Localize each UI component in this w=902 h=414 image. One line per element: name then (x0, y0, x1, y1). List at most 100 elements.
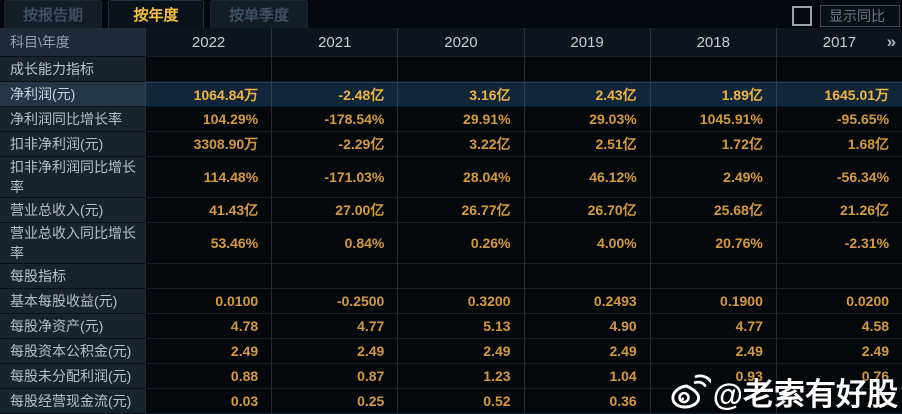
table-cell: -56.34% (775, 157, 902, 198)
table-cell: 0.52 (397, 389, 524, 414)
table-cell (523, 57, 650, 82)
row-label: 营业总收入(元) (0, 198, 145, 223)
table-cell: 2.49 (145, 339, 272, 364)
table-cell: 1.72亿 (649, 132, 776, 157)
table-cell: 0.2493 (523, 289, 650, 314)
row-label: 每股指标 (0, 264, 145, 289)
tab-report-period[interactable]: 按报告期 (4, 0, 103, 28)
table-cell: 2.49 (775, 339, 902, 364)
table-cell: 3.22亿 (397, 132, 524, 157)
row-label: 净利润同比增长率 (0, 107, 145, 132)
table-cell (775, 57, 902, 82)
table-row[interactable]: 每股未分配利润(元) 0.88 0.87 1.23 1.04 0.93 0.76 (0, 364, 902, 389)
year-header-2020: 2020 (397, 28, 524, 57)
row-label: 营业总收入同比增长率 (0, 223, 145, 264)
table-cell: 0.84% (271, 223, 398, 264)
table-row[interactable]: 每股净资产(元) 4.78 4.77 5.13 4.90 4.77 4.58 (0, 314, 902, 339)
table-cell: 114.48% (145, 157, 272, 198)
table-cell: 1.23 (397, 364, 524, 389)
table-cell (397, 57, 524, 82)
table-row[interactable]: 每股资本公积金(元) 2.49 2.49 2.49 2.49 2.49 2.49 (0, 339, 902, 364)
table-cell: 53.46% (145, 223, 272, 264)
row-label: 每股未分配利润(元) (0, 364, 145, 389)
table-cell: 26.77亿 (397, 198, 524, 223)
table-cell: 4.00% (523, 223, 650, 264)
table-cell (145, 264, 272, 289)
table-cell: 5.13 (397, 314, 524, 339)
show-yoy-checkbox[interactable] (792, 6, 812, 26)
table-cell: 27.00亿 (271, 198, 398, 223)
table-row[interactable]: 营业总收入(元) 41.43亿 27.00亿 26.77亿 26.70亿 25.68亿 21… (0, 198, 902, 223)
table-cell (397, 264, 524, 289)
table-cell (649, 57, 776, 82)
table-cell: 20.76% (649, 223, 776, 264)
table-row[interactable]: 净利润(元) 1064.84万 -2.48亿 3.16亿 2.43亿 1.89亿 1645.… (0, 82, 902, 107)
table-cell (145, 57, 272, 82)
table-row[interactable]: 基本每股收益(元) 0.0100 -0.2500 0.3200 0.2493 0.1900… (0, 289, 902, 314)
year-header-2019: 2019 (523, 28, 650, 57)
table-cell: 41.43亿 (145, 198, 272, 223)
table-cell: 0.03 (145, 389, 272, 414)
table-row[interactable]: 净利润同比增长率 104.29% -178.54% 29.91% 29.03% 1045.… (0, 107, 902, 132)
table-row[interactable]: 营业总收入同比增长率 53.46% 0.84% 0.26% 4.00% 20.76% -2.… (0, 223, 902, 264)
year-header-2021: 2021 (271, 28, 398, 57)
row-label: 基本每股收益(元) (0, 289, 145, 314)
table-row[interactable]: 每股经营现金流(元) 0.03 0.25 0.52 0.36 (0, 389, 902, 414)
table-cell: 29.91% (397, 107, 524, 132)
table-row[interactable]: 每股指标 (0, 264, 902, 289)
table-cell (271, 264, 398, 289)
table-cell (649, 389, 776, 414)
table-cell: 25.68亿 (649, 198, 776, 223)
table-cell: 2.49 (271, 339, 398, 364)
table-cell: 0.25 (271, 389, 398, 414)
year-header-2022: 2022 (145, 28, 272, 57)
row-label: 扣非净利润(元) (0, 132, 145, 157)
table-cell: -2.31% (775, 223, 902, 264)
table-cell: 0.0100 (145, 289, 272, 314)
table-row[interactable]: 扣非净利润(元) 3308.90万 -2.29亿 3.22亿 2.51亿 1.72亿 1.6… (0, 132, 902, 157)
more-columns-icon[interactable]: » (886, 32, 897, 51)
tab-single-quarter[interactable]: 按单季度 (210, 0, 309, 28)
table-cell: 1.68亿 (775, 132, 902, 157)
table-row[interactable]: 成长能力指标 (0, 57, 902, 82)
table-cell (649, 264, 776, 289)
table-cell: 1645.01万 (775, 82, 902, 107)
table-cell: 1.89亿 (649, 82, 776, 107)
table-cell: 2.49 (523, 339, 650, 364)
table-row[interactable]: 扣非净利润同比增长率 114.48% -171.03% 28.04% 46.12% 2.4… (0, 157, 902, 198)
table-cell: 0.76 (775, 364, 902, 389)
table-cell: 2.43亿 (523, 82, 650, 107)
table-cell: 2.51亿 (523, 132, 650, 157)
table-header-row: 科目\年度 2022 2021 2020 2019 2018 2017 » (0, 28, 902, 57)
table-cell: -171.03% (271, 157, 398, 198)
period-tabbar: 按报告期 按年度 按单季度 显示同比 (0, 0, 902, 28)
table-cell: -95.65% (775, 107, 902, 132)
table-cell: 0.1900 (649, 289, 776, 314)
table-cell: 0.36 (523, 389, 650, 414)
row-label: 每股净资产(元) (0, 314, 145, 339)
table-cell: 4.77 (649, 314, 776, 339)
tab-annual[interactable]: 按年度 (108, 0, 205, 28)
show-yoy-label[interactable]: 显示同比 (820, 5, 900, 27)
table-cell: 3.16亿 (397, 82, 524, 107)
table-cell: 104.29% (145, 107, 272, 132)
table-cell: 0.93 (649, 364, 776, 389)
table-cell: 0.87 (271, 364, 398, 389)
table-cell: 4.90 (523, 314, 650, 339)
table-cell: 1045.91% (649, 107, 776, 132)
table-cell: 4.77 (271, 314, 398, 339)
year-header-2018: 2018 (649, 28, 776, 57)
table-cell: 2.49 (649, 339, 776, 364)
table-cell: 2.49% (649, 157, 776, 198)
table-cell: 0.0200 (775, 289, 902, 314)
table-cell: 4.78 (145, 314, 272, 339)
table-cell: 28.04% (397, 157, 524, 198)
row-label: 成长能力指标 (0, 57, 145, 82)
table-cell: 3308.90万 (145, 132, 272, 157)
table-cell: -178.54% (271, 107, 398, 132)
table-cell (775, 389, 902, 414)
row-label: 每股经营现金流(元) (0, 389, 145, 414)
table-cell: 0.26% (397, 223, 524, 264)
table-cell: 2.49 (397, 339, 524, 364)
